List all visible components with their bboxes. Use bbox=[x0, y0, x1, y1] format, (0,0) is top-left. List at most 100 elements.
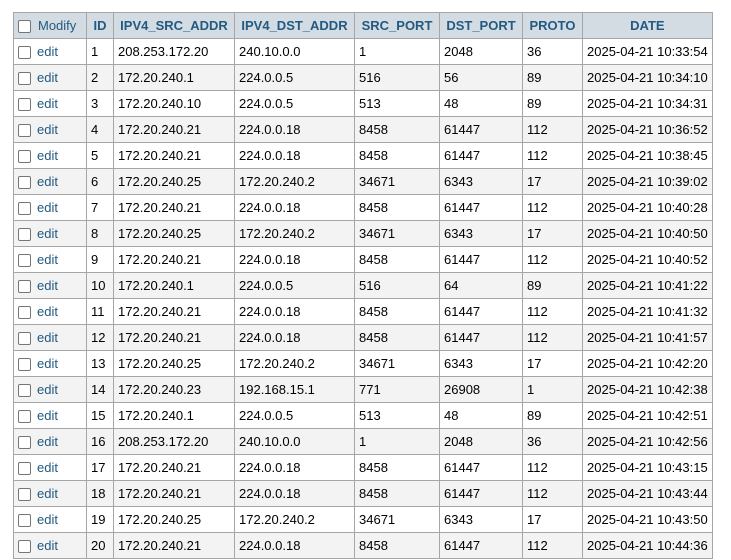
row-actions-cell: edit bbox=[13, 38, 87, 65]
cell-id: 16 bbox=[86, 428, 114, 455]
cell-date: 2025-04-21 10:43:15 bbox=[582, 454, 713, 481]
cell-proto: 112 bbox=[522, 246, 583, 273]
cell-ipv4-src-addr: 172.20.240.10 bbox=[113, 90, 235, 117]
row-actions-cell: edit bbox=[13, 506, 87, 533]
edit-link[interactable]: edit bbox=[37, 173, 58, 189]
row-select-checkbox[interactable] bbox=[18, 358, 31, 372]
row-actions-cell: edit bbox=[13, 350, 87, 377]
cell-proto: 89 bbox=[522, 90, 583, 117]
row-select-checkbox[interactable] bbox=[18, 254, 31, 268]
cell-proto: 17 bbox=[522, 220, 583, 247]
cell-id: 19 bbox=[86, 506, 114, 533]
edit-link[interactable]: edit bbox=[37, 277, 58, 293]
header-src-port[interactable]: SRC_PORT bbox=[354, 12, 440, 39]
cell-src-port: 8458 bbox=[354, 142, 440, 169]
cell-dst-port: 2048 bbox=[439, 38, 523, 65]
cell-date: 2025-04-21 10:36:52 bbox=[582, 116, 713, 143]
cell-src-port: 771 bbox=[354, 376, 440, 403]
edit-link[interactable]: edit bbox=[37, 485, 58, 501]
cell-ipv4-src-addr: 172.20.240.25 bbox=[113, 350, 235, 377]
edit-link[interactable]: edit bbox=[37, 43, 58, 59]
table-row: edit 12 172.20.240.21 224.0.0.18 8458 61447 11… bbox=[13, 324, 713, 351]
row-select-checkbox[interactable] bbox=[18, 98, 31, 112]
header-ipv4-dst-addr[interactable]: IPV4_DST_ADDR bbox=[234, 12, 355, 39]
table-body: edit 1 208.253.172.20 240.10.0.0 1 2048 36 2025… bbox=[13, 38, 713, 559]
table-row: edit 14 172.20.240.23 192.168.15.1 771 26908 1… bbox=[13, 376, 713, 403]
row-select-checkbox[interactable] bbox=[18, 540, 31, 554]
row-select-checkbox[interactable] bbox=[18, 202, 31, 216]
edit-link[interactable]: edit bbox=[37, 407, 58, 423]
row-actions-cell: edit bbox=[13, 402, 87, 429]
edit-link[interactable]: edit bbox=[37, 329, 58, 345]
edit-link[interactable]: edit bbox=[37, 433, 58, 449]
cell-date: 2025-04-21 10:40:28 bbox=[582, 194, 713, 221]
edit-link[interactable]: edit bbox=[37, 355, 58, 371]
row-select-checkbox[interactable] bbox=[18, 150, 31, 164]
cell-id: 5 bbox=[86, 142, 114, 169]
table-row: edit 11 172.20.240.21 224.0.0.18 8458 61447 11… bbox=[13, 298, 713, 325]
row-select-checkbox[interactable] bbox=[18, 72, 31, 86]
header-dst-port[interactable]: DST_PORT bbox=[439, 12, 523, 39]
row-select-checkbox[interactable] bbox=[18, 306, 31, 320]
cell-dst-port: 26908 bbox=[439, 376, 523, 403]
cell-ipv4-dst-addr: 224.0.0.18 bbox=[234, 532, 355, 559]
row-select-checkbox[interactable] bbox=[18, 332, 31, 346]
row-select-checkbox[interactable] bbox=[18, 176, 31, 190]
cell-date: 2025-04-21 10:38:45 bbox=[582, 142, 713, 169]
cell-date: 2025-04-21 10:40:52 bbox=[582, 246, 713, 273]
row-select-checkbox[interactable] bbox=[18, 436, 31, 450]
edit-link[interactable]: edit bbox=[37, 459, 58, 475]
cell-id: 12 bbox=[86, 324, 114, 351]
cell-date: 2025-04-21 10:43:50 bbox=[582, 506, 713, 533]
cell-src-port: 8458 bbox=[354, 532, 440, 559]
modify-column-link[interactable]: Modify bbox=[38, 17, 77, 33]
row-select-checkbox[interactable] bbox=[18, 384, 31, 398]
table-row: edit 3 172.20.240.10 224.0.0.5 513 48 89 2025-0… bbox=[13, 90, 713, 117]
cell-src-port: 1 bbox=[354, 428, 440, 455]
edit-link[interactable]: edit bbox=[37, 511, 58, 527]
row-actions-cell: edit bbox=[13, 480, 87, 507]
cell-id: 6 bbox=[86, 168, 114, 195]
header-modify: Modify bbox=[13, 12, 87, 39]
header-proto[interactable]: PROTO bbox=[522, 12, 583, 39]
cell-id: 7 bbox=[86, 194, 114, 221]
cell-id: 15 bbox=[86, 402, 114, 429]
cell-date: 2025-04-21 10:41:22 bbox=[582, 272, 713, 299]
table-row: edit 17 172.20.240.21 224.0.0.18 8458 61447 11… bbox=[13, 454, 713, 481]
row-select-checkbox[interactable] bbox=[18, 124, 31, 138]
edit-link[interactable]: edit bbox=[37, 69, 58, 85]
edit-link[interactable]: edit bbox=[37, 95, 58, 111]
table-header-row: Modify ID IPV4_SRC_ADDR IPV4_DST_ADDR SR… bbox=[13, 12, 713, 39]
cell-proto: 89 bbox=[522, 402, 583, 429]
edit-link[interactable]: edit bbox=[37, 121, 58, 137]
row-select-checkbox[interactable] bbox=[18, 462, 31, 476]
cell-id: 10 bbox=[86, 272, 114, 299]
row-select-checkbox[interactable] bbox=[18, 280, 31, 294]
edit-link[interactable]: edit bbox=[37, 381, 58, 397]
row-select-checkbox[interactable] bbox=[18, 46, 31, 60]
table-row: edit 7 172.20.240.21 224.0.0.18 8458 61447 112… bbox=[13, 194, 713, 221]
row-select-checkbox[interactable] bbox=[18, 228, 31, 242]
row-select-checkbox[interactable] bbox=[18, 410, 31, 424]
header-ipv4-src-addr[interactable]: IPV4_SRC_ADDR bbox=[113, 12, 235, 39]
select-all-checkbox[interactable] bbox=[18, 20, 31, 34]
edit-link[interactable]: edit bbox=[37, 147, 58, 163]
cell-proto: 112 bbox=[522, 194, 583, 221]
edit-link[interactable]: edit bbox=[37, 251, 58, 267]
table-row: edit 1 208.253.172.20 240.10.0.0 1 2048 36 2025… bbox=[13, 38, 713, 65]
cell-proto: 112 bbox=[522, 298, 583, 325]
table-row: edit 4 172.20.240.21 224.0.0.18 8458 61447 112… bbox=[13, 116, 713, 143]
cell-src-port: 8458 bbox=[354, 454, 440, 481]
header-id[interactable]: ID bbox=[86, 12, 114, 39]
cell-ipv4-dst-addr: 224.0.0.5 bbox=[234, 90, 355, 117]
cell-proto: 112 bbox=[522, 116, 583, 143]
row-select-checkbox[interactable] bbox=[18, 488, 31, 502]
row-select-checkbox[interactable] bbox=[18, 514, 31, 528]
edit-link[interactable]: edit bbox=[37, 199, 58, 215]
edit-link[interactable]: edit bbox=[37, 537, 58, 553]
edit-link[interactable]: edit bbox=[37, 225, 58, 241]
header-date[interactable]: DATE bbox=[582, 12, 713, 39]
table-row: edit 19 172.20.240.25 172.20.240.2 34671 6343… bbox=[13, 506, 713, 533]
cell-ipv4-src-addr: 172.20.240.21 bbox=[113, 194, 235, 221]
edit-link[interactable]: edit bbox=[37, 303, 58, 319]
